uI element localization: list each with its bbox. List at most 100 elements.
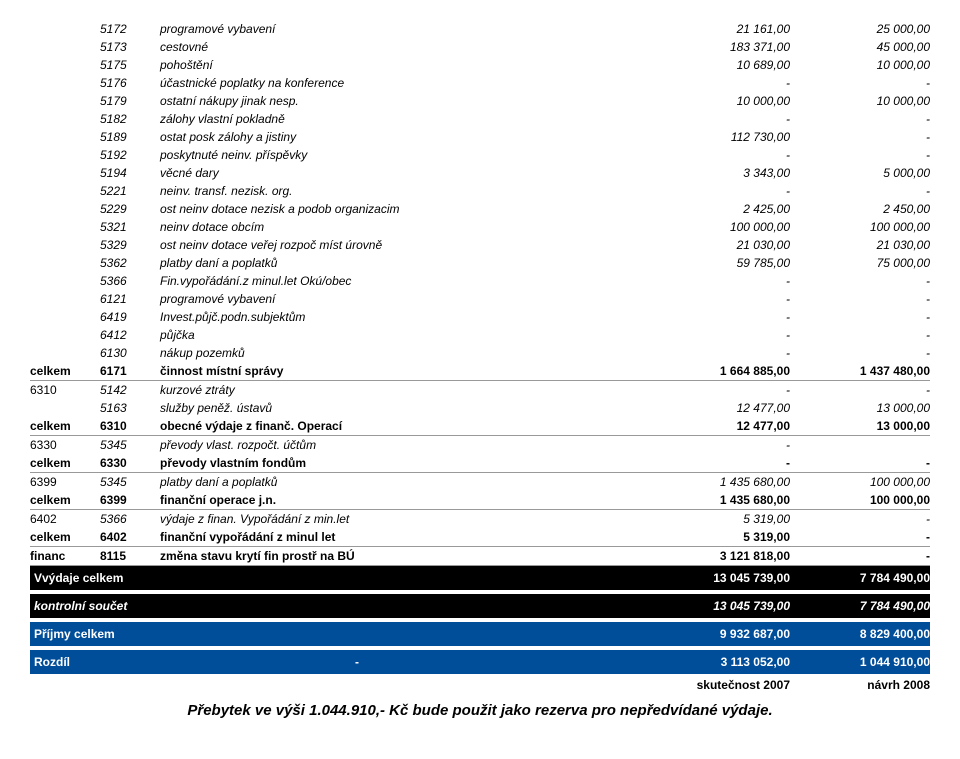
cell-v1: 21 161,00 bbox=[650, 20, 790, 38]
cell-v1: 10 000,00 bbox=[650, 92, 790, 110]
cell-v2: - bbox=[790, 74, 930, 92]
table-row: 5176účastnické poplatky na konference-- bbox=[30, 74, 930, 92]
cell-desc: obecné výdaje z finanč. Operací bbox=[160, 417, 650, 435]
cell-code: 5175 bbox=[100, 56, 160, 74]
budget-table: 5172programové vybavení21 161,0025 000,0… bbox=[30, 20, 930, 566]
cell-code: 5189 bbox=[100, 128, 160, 146]
table-row: 6412půjčka-- bbox=[30, 326, 930, 344]
cell-v2: 2 450,00 bbox=[790, 200, 930, 218]
cell-v1: - bbox=[650, 436, 790, 454]
summary-label: Příjmy celkem bbox=[30, 625, 115, 643]
cell-v2: - bbox=[790, 290, 930, 308]
cell-v1: - bbox=[650, 454, 790, 472]
cell-desc: převody vlastním fondům bbox=[160, 454, 650, 472]
cell-desc: finanční operace j.n. bbox=[160, 491, 650, 509]
table-row: 5321neinv dotace obcím100 000,00100 000,… bbox=[30, 218, 930, 236]
table-row: 5221neinv. transf. nezisk. org.-- bbox=[30, 182, 930, 200]
cell-v1: 59 785,00 bbox=[650, 254, 790, 272]
cell-code: 5192 bbox=[100, 146, 160, 164]
table-row: 5366Fin.vypořádání.z minul.let Okú/obec-… bbox=[30, 272, 930, 290]
cell-desc: zálohy vlastní pokladně bbox=[160, 110, 650, 128]
cell-v2: 45 000,00 bbox=[790, 38, 930, 56]
table-row: 5192poskytnuté neinv. příspěvky-- bbox=[30, 146, 930, 164]
cell-code: 5366 bbox=[100, 272, 160, 290]
cell-code: 5366 bbox=[100, 510, 160, 528]
cell-v1: - bbox=[650, 290, 790, 308]
summary-label: kontrolní součet bbox=[30, 597, 127, 615]
table-row: 5189ostat posk zálohy a jistiny112 730,0… bbox=[30, 128, 930, 146]
cell-v1: 12 477,00 bbox=[650, 417, 790, 435]
cell-v1: 12 477,00 bbox=[650, 399, 790, 417]
cell-code: 6121 bbox=[100, 290, 160, 308]
cell-v2: - bbox=[790, 344, 930, 362]
cell-desc: převody vlast. rozpočt. účtům bbox=[160, 436, 650, 454]
table-row: financ8115změna stavu krytí fin prostř n… bbox=[30, 547, 930, 566]
cell-desc: programové vybavení bbox=[160, 290, 650, 308]
cell-group: 6330 bbox=[30, 436, 100, 454]
cell-desc: půjčka bbox=[160, 326, 650, 344]
cell-desc: činnost místní správy bbox=[160, 362, 650, 380]
summary-label: Rozdíl bbox=[30, 653, 70, 671]
cell-code: 5362 bbox=[100, 254, 160, 272]
cell-v2: 25 000,00 bbox=[790, 20, 930, 38]
cell-code: 5345 bbox=[100, 473, 160, 491]
cell-desc: finanční vypořádání z minul let bbox=[160, 528, 650, 546]
table-row: 6130nákup pozemků-- bbox=[30, 344, 930, 362]
cell-desc: pohoštění bbox=[160, 56, 650, 74]
year-labels: skutečnost 2007 návrh 2008 bbox=[30, 678, 930, 692]
cell-v2: - bbox=[790, 528, 930, 546]
cell-v2: - bbox=[790, 510, 930, 528]
summary-row: kontrolní součet13 045 739,007 784 490,0… bbox=[30, 594, 930, 618]
cell-code: 6130 bbox=[100, 344, 160, 362]
cell-desc: programové vybavení bbox=[160, 20, 650, 38]
cell-desc: neinv dotace obcím bbox=[160, 218, 650, 236]
summary-row: Vvýdaje celkem13 045 739,007 784 490,00 bbox=[30, 566, 930, 590]
cell-v2: 10 000,00 bbox=[790, 56, 930, 74]
summary-row: Příjmy celkem9 932 687,008 829 400,00 bbox=[30, 622, 930, 646]
cell-desc: věcné dary bbox=[160, 164, 650, 182]
table-row: 5163služby peněž. ústavů12 477,0013 000,… bbox=[30, 399, 930, 417]
cell-desc: Fin.vypořádání.z minul.let Okú/obec bbox=[160, 272, 650, 290]
cell-code: 6412 bbox=[100, 326, 160, 344]
table-row: 5194věcné dary3 343,005 000,00 bbox=[30, 164, 930, 182]
table-row: celkem6171činnost místní správy1 664 885… bbox=[30, 362, 930, 381]
table-row: 63995345platby daní a poplatků1 435 680,… bbox=[30, 473, 930, 491]
cell-v1: 10 689,00 bbox=[650, 56, 790, 74]
cell-v1: 1 664 885,00 bbox=[650, 362, 790, 380]
cell-v1: - bbox=[650, 272, 790, 290]
table-row: 5182zálohy vlastní pokladně-- bbox=[30, 110, 930, 128]
cell-code: 6310 bbox=[100, 417, 160, 435]
cell-group: celkem bbox=[30, 417, 100, 435]
cell-code: 5172 bbox=[100, 20, 160, 38]
cell-v1: 183 371,00 bbox=[650, 38, 790, 56]
cell-code: 5329 bbox=[100, 236, 160, 254]
cell-v2: - bbox=[790, 128, 930, 146]
cell-v2: - bbox=[790, 547, 930, 565]
cell-code: 5163 bbox=[100, 399, 160, 417]
cell-v1: 21 030,00 bbox=[650, 236, 790, 254]
table-row: 6419Invest.půjč.podn.subjektům-- bbox=[30, 308, 930, 326]
cell-group: celkem bbox=[30, 528, 100, 546]
cell-group: financ bbox=[30, 547, 100, 565]
table-row: celkem6310obecné výdaje z finanč. Operac… bbox=[30, 417, 930, 436]
cell-v1: 5 319,00 bbox=[650, 528, 790, 546]
cell-code: 6399 bbox=[100, 491, 160, 509]
cell-desc: platby daní a poplatků bbox=[160, 254, 650, 272]
cell-v2: - bbox=[790, 110, 930, 128]
cell-desc: nákup pozemků bbox=[160, 344, 650, 362]
cell-v1: 2 425,00 bbox=[650, 200, 790, 218]
cell-desc: ostatní nákupy jinak nesp. bbox=[160, 92, 650, 110]
cell-v1: - bbox=[650, 182, 790, 200]
cell-group: 6399 bbox=[30, 473, 100, 491]
summary-label: Vvýdaje celkem bbox=[30, 569, 123, 587]
cell-desc: kurzové ztráty bbox=[160, 381, 650, 399]
cell-group: celkem bbox=[30, 491, 100, 509]
cell-desc: poskytnuté neinv. příspěvky bbox=[160, 146, 650, 164]
cell-code: 5194 bbox=[100, 164, 160, 182]
cell-desc: účastnické poplatky na konference bbox=[160, 74, 650, 92]
cell-code: 5229 bbox=[100, 200, 160, 218]
cell-v2: 13 000,00 bbox=[790, 417, 930, 435]
summary-v1: 13 045 739,00 bbox=[650, 569, 790, 587]
cell-v1: - bbox=[650, 146, 790, 164]
cell-code: 5182 bbox=[100, 110, 160, 128]
